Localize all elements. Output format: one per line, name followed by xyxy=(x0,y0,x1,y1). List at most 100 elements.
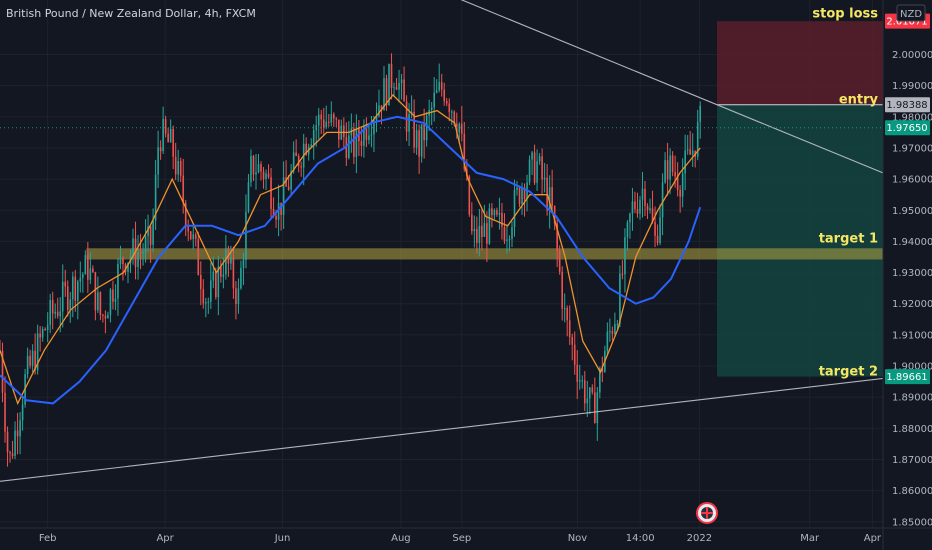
candle-body xyxy=(596,392,599,424)
candle-body xyxy=(531,152,533,160)
candle-body xyxy=(287,186,290,190)
candle-body xyxy=(644,188,646,206)
candle-body xyxy=(578,380,581,382)
candle-body xyxy=(320,114,323,120)
candle-body xyxy=(300,166,302,168)
candle-body xyxy=(476,228,478,243)
candle-body xyxy=(162,118,164,152)
candle-body xyxy=(626,222,629,238)
candle-body xyxy=(177,160,179,175)
candle-body xyxy=(664,160,666,183)
goto-realtime-button[interactable] xyxy=(696,502,718,524)
y-tick-label: 1.89000 xyxy=(892,393,932,404)
candle-body xyxy=(174,156,177,175)
candle-body xyxy=(563,307,566,309)
candle-body xyxy=(199,274,202,290)
candle-body xyxy=(317,114,320,126)
candle-body xyxy=(503,226,506,241)
candle-body xyxy=(430,107,433,111)
x-tick-label: Jun xyxy=(274,533,291,544)
candle-body xyxy=(654,222,656,236)
candle-body xyxy=(594,392,596,424)
candle-body xyxy=(619,273,621,324)
candle-body xyxy=(107,314,109,319)
candle-body xyxy=(34,350,36,371)
currency-badge[interactable]: NZD xyxy=(896,4,926,22)
candle-body xyxy=(139,251,142,253)
candle-body xyxy=(79,277,82,282)
candle-body xyxy=(684,150,686,174)
y-tick-label: 1.95000 xyxy=(892,206,932,217)
candle-body xyxy=(285,177,287,187)
x-tick-label: Apr xyxy=(864,533,882,544)
candle-body xyxy=(41,328,44,338)
candle-body xyxy=(295,152,297,156)
candle-body xyxy=(368,135,370,140)
candle-body xyxy=(117,264,119,299)
candle-body xyxy=(380,105,383,111)
candle-body xyxy=(262,171,265,180)
candle-body xyxy=(521,187,523,204)
candle-body xyxy=(9,452,11,454)
candle-body xyxy=(418,130,420,157)
trendline xyxy=(0,377,884,482)
candle-body xyxy=(144,236,147,253)
candle-body xyxy=(353,128,355,157)
candle-body xyxy=(583,380,586,404)
candle-body xyxy=(573,344,576,365)
candle-body xyxy=(250,155,252,183)
candle-body xyxy=(473,228,476,232)
candle-body xyxy=(450,111,453,113)
candle-body xyxy=(586,398,589,404)
annotation-label: entry xyxy=(839,93,879,108)
candle-body xyxy=(696,121,699,157)
x-tick-label: Apr xyxy=(156,533,174,544)
y-tick-label: 1.86000 xyxy=(892,486,932,497)
x-tick-label: Feb xyxy=(39,533,57,544)
candle-body xyxy=(478,225,481,243)
candle-body xyxy=(513,190,516,228)
candle-body xyxy=(235,288,237,304)
candle-body xyxy=(338,119,340,140)
moving-average-line xyxy=(0,94,701,406)
candle-body xyxy=(631,201,634,214)
candle-body xyxy=(629,213,631,223)
cross-icon xyxy=(701,507,713,519)
candle-body xyxy=(413,112,415,148)
candle-body xyxy=(493,210,496,216)
candle-body xyxy=(649,208,651,211)
candle-body xyxy=(194,234,197,240)
candle-body xyxy=(290,171,292,190)
candle-body xyxy=(651,208,654,223)
y-tick-label: 1.92000 xyxy=(892,299,932,310)
candle-body xyxy=(215,271,217,298)
candle-body xyxy=(561,271,563,309)
candle-body xyxy=(322,119,325,128)
candle-body xyxy=(400,79,403,83)
candle-body xyxy=(189,231,192,240)
candle-body xyxy=(458,123,461,133)
candle-body xyxy=(385,78,388,106)
candle-body xyxy=(149,226,152,245)
candle-body xyxy=(184,202,187,228)
candle-body xyxy=(172,128,174,157)
candle-body xyxy=(247,182,250,212)
candle-body xyxy=(443,89,446,102)
candle-body xyxy=(59,311,62,317)
annotation-label: target 2 xyxy=(819,365,878,380)
candle-body xyxy=(64,281,67,287)
candle-body xyxy=(614,324,616,334)
candle-body xyxy=(646,205,649,211)
candle-body xyxy=(611,331,614,334)
candle-body xyxy=(71,276,74,300)
y-tick-label: 1.93000 xyxy=(892,268,932,279)
candle-body xyxy=(460,123,463,134)
candle-body xyxy=(390,63,393,88)
price-tag-box xyxy=(885,369,930,385)
candle-body xyxy=(641,188,644,200)
candle-body xyxy=(197,239,200,275)
candle-body xyxy=(327,121,330,123)
candle-body xyxy=(142,252,144,254)
candle-body xyxy=(639,199,641,214)
